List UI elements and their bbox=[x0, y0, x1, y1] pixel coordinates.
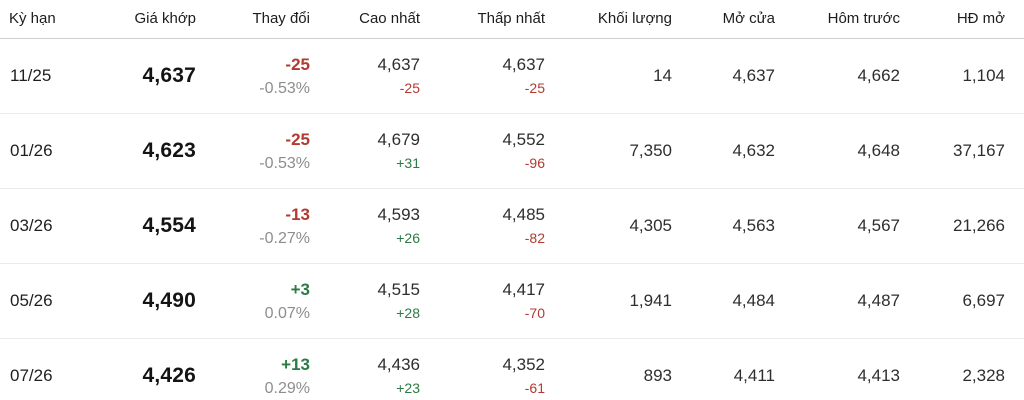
cell-volume: 893 bbox=[545, 338, 672, 400]
column-header-change: Thay đổi bbox=[196, 0, 310, 39]
high-delta: +26 bbox=[396, 230, 420, 246]
cell-high: 4,436 +23 bbox=[310, 338, 420, 400]
cell-term: 05/26 bbox=[0, 263, 70, 339]
change-percent: -0.53% bbox=[259, 79, 310, 97]
cell-change: +13 0.29% bbox=[196, 338, 310, 400]
table-row[interactable]: 01/26 4,623 -25 -0.53% 4,679 +31 4,552 -… bbox=[0, 113, 1024, 189]
high-value: 4,515 bbox=[377, 280, 420, 299]
cell-open-interest: 21,266 bbox=[900, 188, 1024, 264]
low-value: 4,637 bbox=[502, 55, 545, 74]
table-row[interactable]: 07/26 4,426 +13 0.29% 4,436 +23 4,352 -6… bbox=[0, 338, 1024, 400]
change-value: +13 bbox=[281, 354, 310, 374]
table-row[interactable]: 05/26 4,490 +3 0.07% 4,515 +28 4,417 -70… bbox=[0, 263, 1024, 339]
column-header-volume: Khối lượng bbox=[545, 0, 672, 39]
cell-open-interest: 2,328 bbox=[900, 338, 1024, 400]
low-value: 4,417 bbox=[502, 280, 545, 299]
high-delta: -25 bbox=[399, 80, 420, 96]
cell-open: 4,563 bbox=[672, 188, 775, 264]
cell-volume: 4,305 bbox=[545, 188, 672, 264]
high-value: 4,593 bbox=[377, 205, 420, 224]
cell-match-price: 4,426 bbox=[70, 338, 196, 400]
column-header-prev-day: Hôm trước bbox=[775, 0, 900, 39]
low-delta: -96 bbox=[524, 155, 545, 171]
cell-change: -25 -0.53% bbox=[196, 113, 310, 189]
column-header-high: Cao nhất bbox=[310, 0, 420, 39]
high-delta: +23 bbox=[396, 380, 420, 396]
cell-low: 4,417 -70 bbox=[420, 263, 545, 339]
cell-change: -25 -0.53% bbox=[196, 38, 310, 114]
high-delta: +31 bbox=[396, 155, 420, 171]
column-header-term: Kỳ hạn bbox=[0, 0, 70, 39]
cell-low: 4,637 -25 bbox=[420, 38, 545, 114]
cell-match-price: 4,490 bbox=[70, 263, 196, 339]
low-delta: -70 bbox=[524, 305, 545, 321]
cell-open: 4,484 bbox=[672, 263, 775, 339]
cell-change: +3 0.07% bbox=[196, 263, 310, 339]
cell-match-price: 4,637 bbox=[70, 38, 196, 114]
high-value: 4,637 bbox=[377, 55, 420, 74]
cell-low: 4,552 -96 bbox=[420, 113, 545, 189]
column-header-low: Thấp nhất bbox=[420, 0, 545, 39]
change-value: -13 bbox=[285, 204, 310, 224]
cell-low: 4,352 -61 bbox=[420, 338, 545, 400]
low-delta: -61 bbox=[524, 380, 545, 396]
cell-volume: 1,941 bbox=[545, 263, 672, 339]
cell-open: 4,411 bbox=[672, 338, 775, 400]
change-value: +3 bbox=[290, 279, 310, 299]
futures-table-body: 11/25 4,637 -25 -0.53% 4,637 -25 4,637 -… bbox=[0, 38, 1024, 400]
cell-prev-day: 4,648 bbox=[775, 113, 900, 189]
change-percent: 0.07% bbox=[264, 304, 310, 322]
high-value: 4,436 bbox=[377, 355, 420, 374]
high-value: 4,679 bbox=[377, 130, 420, 149]
change-percent: 0.29% bbox=[264, 379, 310, 397]
cell-low: 4,485 -82 bbox=[420, 188, 545, 264]
change-value: -25 bbox=[285, 129, 310, 149]
table-header: Kỳ hạn Giá khớp Thay đổi Cao nhất Thấp n… bbox=[0, 0, 1024, 39]
column-header-match-price: Giá khớp bbox=[70, 0, 196, 39]
high-delta: +28 bbox=[396, 305, 420, 321]
table-row[interactable]: 11/25 4,637 -25 -0.53% 4,637 -25 4,637 -… bbox=[0, 38, 1024, 114]
cell-high: 4,593 +26 bbox=[310, 188, 420, 264]
cell-match-price: 4,623 bbox=[70, 113, 196, 189]
cell-high: 4,679 +31 bbox=[310, 113, 420, 189]
low-delta: -25 bbox=[524, 80, 545, 96]
cell-term: 03/26 bbox=[0, 188, 70, 264]
cell-high: 4,637 -25 bbox=[310, 38, 420, 114]
cell-prev-day: 4,567 bbox=[775, 188, 900, 264]
change-value: -25 bbox=[285, 54, 310, 74]
cell-prev-day: 4,662 bbox=[775, 38, 900, 114]
low-value: 4,552 bbox=[502, 130, 545, 149]
cell-term: 07/26 bbox=[0, 338, 70, 400]
header-row: Kỳ hạn Giá khớp Thay đổi Cao nhất Thấp n… bbox=[0, 0, 1024, 39]
cell-term: 11/25 bbox=[0, 38, 70, 114]
cell-open-interest: 6,697 bbox=[900, 263, 1024, 339]
cell-open: 4,637 bbox=[672, 38, 775, 114]
low-value: 4,485 bbox=[502, 205, 545, 224]
column-header-open-interest: HĐ mở bbox=[900, 0, 1024, 39]
change-percent: -0.53% bbox=[259, 154, 310, 172]
low-delta: -82 bbox=[524, 230, 545, 246]
change-percent: -0.27% bbox=[259, 229, 310, 247]
cell-open: 4,632 bbox=[672, 113, 775, 189]
cell-volume: 7,350 bbox=[545, 113, 672, 189]
cell-high: 4,515 +28 bbox=[310, 263, 420, 339]
cell-change: -13 -0.27% bbox=[196, 188, 310, 264]
low-value: 4,352 bbox=[502, 355, 545, 374]
cell-term: 01/26 bbox=[0, 113, 70, 189]
cell-match-price: 4,554 bbox=[70, 188, 196, 264]
cell-prev-day: 4,487 bbox=[775, 263, 900, 339]
cell-open-interest: 1,104 bbox=[900, 38, 1024, 114]
column-header-open: Mở cửa bbox=[672, 0, 775, 39]
cell-prev-day: 4,413 bbox=[775, 338, 900, 400]
table-row[interactable]: 03/26 4,554 -13 -0.27% 4,593 +26 4,485 -… bbox=[0, 188, 1024, 264]
cell-volume: 14 bbox=[545, 38, 672, 114]
cell-open-interest: 37,167 bbox=[900, 113, 1024, 189]
